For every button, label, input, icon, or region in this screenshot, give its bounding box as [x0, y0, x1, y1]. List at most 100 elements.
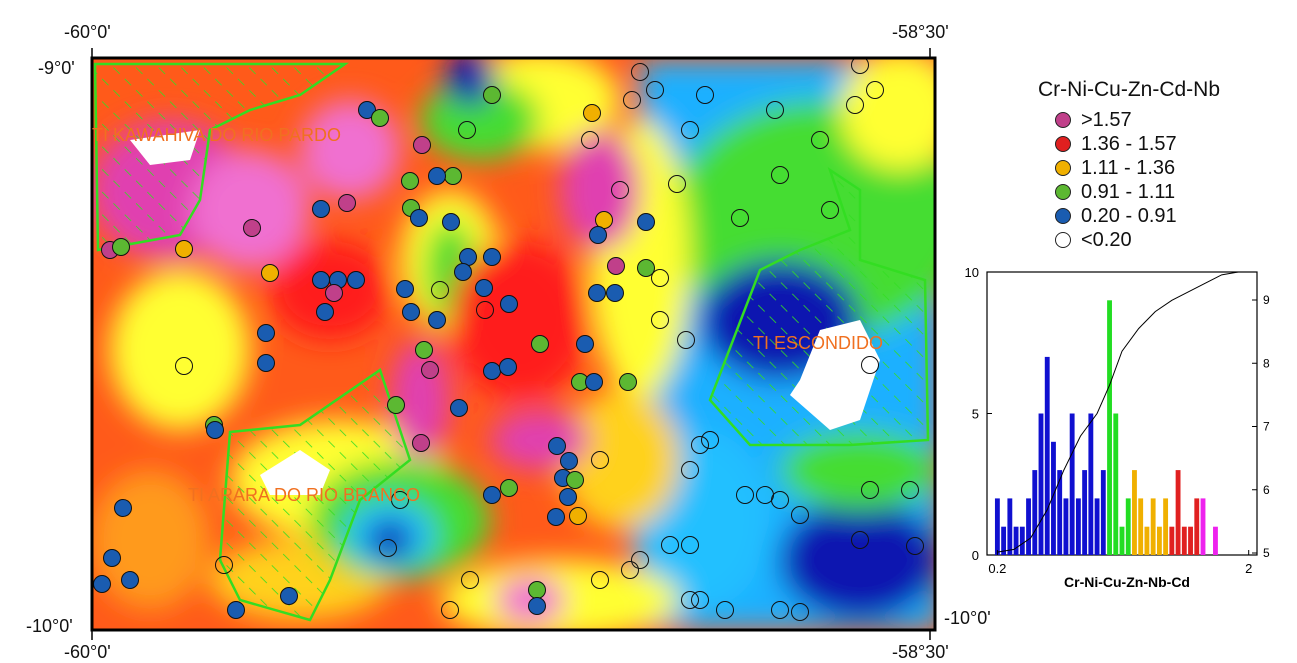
- sample-point: [668, 175, 686, 193]
- coord-lat-top: -9°0': [38, 58, 75, 78]
- hist-bar: [1038, 413, 1044, 555]
- sample-point: [651, 311, 669, 329]
- coord-top-left: -60°0': [64, 22, 111, 42]
- hist-bar: [1088, 413, 1094, 555]
- legend-swatch: [1055, 160, 1071, 176]
- sample-point: [114, 499, 132, 517]
- sample-point: [696, 86, 714, 104]
- hist-bar: [1063, 498, 1069, 555]
- sample-point: [280, 587, 298, 605]
- sample-point: [547, 508, 565, 526]
- sample-point: [906, 537, 924, 555]
- hist-bar: [1113, 413, 1119, 555]
- legend-item: >1.57: [1055, 108, 1132, 132]
- legend-label: 0.91 - 1.11: [1081, 180, 1176, 203]
- legend-swatch: [1055, 208, 1071, 224]
- sample-point: [121, 571, 139, 589]
- sample-point: [461, 571, 479, 589]
- sample-point: [661, 536, 679, 554]
- sample-point: [811, 131, 829, 149]
- sample-point: [338, 194, 356, 212]
- hist-bar: [1013, 526, 1019, 555]
- hist-bar: [1051, 441, 1056, 555]
- sample-point: [771, 166, 789, 184]
- y2-tick-label: 5: [1263, 546, 1270, 560]
- sample-point: [316, 303, 334, 321]
- hist-bar: [1163, 498, 1169, 555]
- hist-bar: [1138, 498, 1144, 555]
- sample-point: [621, 561, 639, 579]
- sample-point: [415, 341, 433, 359]
- sample-point: [483, 86, 501, 104]
- legend-item: 1.36 - 1.57: [1055, 132, 1177, 156]
- legend-label: 0.20 - 0.91: [1081, 204, 1177, 227]
- sample-point: [391, 491, 409, 509]
- sample-point: [548, 437, 566, 455]
- sample-point: [458, 121, 476, 139]
- hist-bar: [1150, 498, 1156, 555]
- x-tick-label: 2: [1245, 561, 1252, 576]
- hist-bar: [1181, 526, 1187, 555]
- sample-point: [619, 373, 637, 391]
- hist-bar: [1075, 498, 1081, 555]
- sample-point: [607, 257, 625, 275]
- sample-point: [459, 248, 477, 266]
- map-frame: [90, 56, 937, 632]
- sample-point: [483, 486, 501, 504]
- sample-points: [93, 58, 924, 621]
- hist-bar: [1213, 526, 1218, 555]
- reserve-label-escondido: TI ESCONDIDO: [753, 333, 884, 353]
- sample-point: [651, 269, 669, 287]
- sample-point: [444, 167, 462, 185]
- sample-point: [791, 506, 809, 524]
- sample-point: [103, 549, 121, 567]
- sample-point: [531, 335, 549, 353]
- sample-point: [569, 507, 587, 525]
- sample-point: [771, 491, 789, 509]
- sample-point: [499, 358, 517, 376]
- coord-lat-bottom-left: -10°0': [26, 616, 73, 636]
- sample-point: [591, 571, 609, 589]
- sample-point: [476, 301, 494, 319]
- y2-tick-label: 7: [1263, 420, 1270, 434]
- hist-bar: [1169, 526, 1175, 555]
- legend-label: >1.57: [1081, 108, 1132, 131]
- hist-bar: [1001, 526, 1007, 555]
- y-tick-label: 0: [972, 548, 979, 563]
- sample-point: [358, 101, 376, 119]
- sample-point: [791, 603, 809, 621]
- sample-point: [566, 471, 584, 489]
- hist-bar: [1019, 526, 1025, 555]
- hist-bar: [1144, 526, 1150, 555]
- hist-bar: [1125, 498, 1131, 555]
- sample-point: [401, 172, 419, 190]
- histogram: 0 5 10 5 6 7 8 9 0.2 2 Cr-Ni-Cu-Zn-Nb-Cd: [965, 265, 1270, 590]
- sample-point: [681, 536, 699, 554]
- sample-point: [559, 488, 577, 506]
- sample-point: [175, 357, 193, 375]
- sample-point: [588, 284, 606, 302]
- sample-point: [861, 356, 879, 374]
- hist-bar: [1200, 498, 1206, 555]
- sample-point: [215, 556, 233, 574]
- hist-bar: [1044, 356, 1050, 555]
- sample-point: [528, 581, 546, 599]
- sample-point: [731, 209, 749, 227]
- legend-label: 1.11 - 1.36: [1081, 156, 1176, 179]
- hist-bar: [1057, 470, 1063, 555]
- x-axis-label: Cr-Ni-Cu-Zn-Nb-Cd: [1064, 574, 1190, 590]
- sample-point: [846, 96, 864, 114]
- sample-point: [646, 81, 664, 99]
- hist-bar: [1026, 498, 1031, 555]
- sample-point: [371, 109, 389, 127]
- sample-point: [691, 436, 709, 454]
- sample-point: [766, 101, 784, 119]
- sample-point: [257, 354, 275, 372]
- sample-point: [595, 211, 613, 229]
- sample-point: [681, 461, 699, 479]
- sample-point: [681, 591, 699, 609]
- sample-point: [901, 481, 919, 499]
- sample-point: [112, 238, 130, 256]
- sample-point: [428, 167, 446, 185]
- legend-label: 1.36 - 1.57: [1081, 132, 1177, 155]
